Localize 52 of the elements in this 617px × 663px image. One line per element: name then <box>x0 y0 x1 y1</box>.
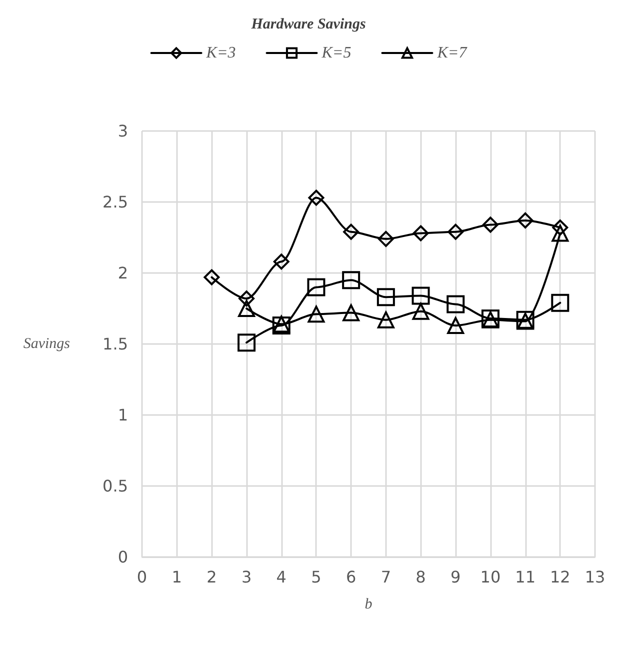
legend-label: K=7 <box>436 44 468 62</box>
y-tick-label: 3 <box>118 122 128 140</box>
point <box>307 278 326 296</box>
x-axis-title: b <box>364 596 373 612</box>
x-tick-label: 4 <box>276 568 286 586</box>
point <box>446 295 465 314</box>
y-tick-label: 1 <box>118 406 128 424</box>
point <box>552 220 568 236</box>
x-tick-label: 5 <box>311 568 322 586</box>
point <box>342 271 360 290</box>
y-axis-title: Savings <box>23 336 70 352</box>
x-tick-label: 12 <box>550 568 570 586</box>
x-tick-label: 1 <box>172 568 182 586</box>
chart-title: Hardware Savings <box>250 16 366 32</box>
point <box>376 288 395 306</box>
point <box>412 286 430 305</box>
x-tick-label: 2 <box>206 568 217 586</box>
point <box>412 225 429 242</box>
x-tick-label: 11 <box>515 568 536 586</box>
point <box>343 224 360 240</box>
point <box>273 254 290 270</box>
point <box>238 334 256 352</box>
point <box>447 317 464 334</box>
point <box>204 269 220 286</box>
x-tick-label: 3 <box>241 568 252 586</box>
legend-label: K=5 <box>320 44 352 62</box>
y-tick-label: 2.5 <box>102 192 128 212</box>
point <box>378 230 394 247</box>
point <box>308 190 324 206</box>
point <box>342 304 360 322</box>
point <box>377 311 394 328</box>
x-tick-label: 8 <box>416 568 426 586</box>
point <box>238 300 256 317</box>
x-tick-label: 10 <box>480 568 501 586</box>
point <box>412 302 430 320</box>
y-tick-label: 2 <box>118 264 128 282</box>
point <box>517 212 534 228</box>
point <box>308 306 325 323</box>
x-tick-label: 13 <box>584 568 606 586</box>
point <box>448 224 464 240</box>
y-tick-label: 0.5 <box>102 476 128 496</box>
point <box>482 216 498 233</box>
x-tick-label: 6 <box>346 568 356 586</box>
x-tick-label: 9 <box>450 568 461 586</box>
point <box>551 294 570 312</box>
point <box>552 224 569 242</box>
y-tick-label: 0 <box>118 548 128 566</box>
point <box>238 290 255 307</box>
x-tick-label: 7 <box>380 568 392 586</box>
y-tick-label: 1.5 <box>102 334 128 354</box>
x-tick-label: 0 <box>136 568 148 586</box>
legend-label: K=3 <box>205 44 236 62</box>
